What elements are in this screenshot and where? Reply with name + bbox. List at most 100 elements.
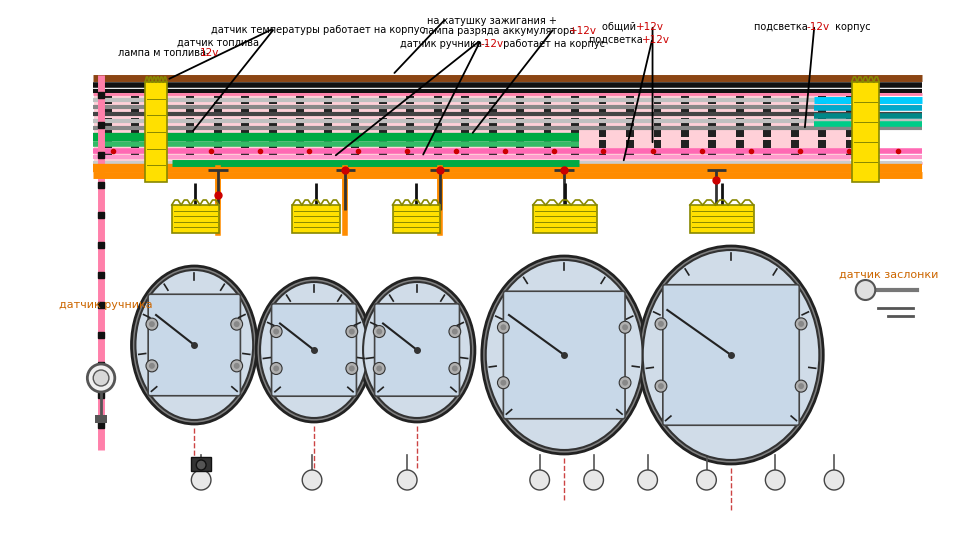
Bar [159, 118, 167, 126]
Circle shape [798, 383, 804, 389]
Circle shape [348, 328, 355, 335]
Bar [104, 118, 112, 126]
Bar [132, 129, 139, 137]
Circle shape [500, 325, 506, 330]
Bar [846, 151, 853, 159]
Text: датчик температуры работает на корпус: датчик температуры работает на корпус [211, 25, 425, 35]
Bar [104, 96, 112, 104]
Bar [599, 118, 607, 126]
Bar [297, 129, 304, 137]
Bar [489, 140, 496, 148]
Ellipse shape [359, 278, 475, 422]
Bar [94, 91, 850, 164]
Circle shape [149, 363, 155, 369]
Bar [654, 96, 661, 104]
Bar [846, 129, 853, 137]
Bar [690, 205, 754, 233]
Bar [351, 140, 359, 148]
Circle shape [149, 321, 155, 327]
Bar [461, 107, 469, 115]
Bar [269, 118, 276, 126]
Bar [818, 140, 827, 148]
Bar [543, 151, 551, 159]
Bar [461, 151, 469, 159]
Bar [186, 107, 194, 115]
Circle shape [274, 328, 279, 335]
Circle shape [191, 470, 211, 490]
Circle shape [233, 363, 240, 369]
Circle shape [697, 470, 716, 490]
Bar [297, 96, 304, 104]
Bar [269, 96, 276, 104]
Bar [351, 107, 359, 115]
Bar [324, 140, 331, 148]
Bar [145, 82, 167, 182]
Bar [186, 151, 194, 159]
Text: 12v: 12v [201, 48, 220, 58]
Bar [351, 96, 359, 104]
Bar [104, 107, 112, 115]
Bar [818, 118, 827, 126]
Ellipse shape [482, 256, 647, 454]
Bar [241, 96, 250, 104]
Bar [846, 107, 853, 115]
Bar [516, 129, 524, 137]
Text: -12v: -12v [806, 22, 829, 32]
Bar [681, 151, 689, 159]
Ellipse shape [642, 250, 819, 460]
Circle shape [855, 280, 876, 300]
Circle shape [452, 366, 458, 372]
Bar [708, 151, 716, 159]
Text: +12v: +12v [569, 26, 597, 36]
Circle shape [500, 380, 506, 386]
Circle shape [302, 470, 322, 490]
Bar [516, 107, 524, 115]
Circle shape [825, 470, 844, 490]
Bar [379, 107, 387, 115]
Bar [763, 118, 771, 126]
Circle shape [271, 362, 282, 374]
Bar [708, 140, 716, 148]
Bar [241, 107, 250, 115]
Bar [351, 151, 359, 159]
Bar [846, 118, 853, 126]
Text: на катушку зажигания +: на катушку зажигания + [427, 16, 557, 26]
Circle shape [348, 366, 355, 372]
Bar [324, 129, 331, 137]
Bar [654, 151, 661, 159]
Circle shape [87, 364, 115, 392]
Bar [241, 118, 250, 126]
Text: работает на корпус: работает на корпус [500, 39, 606, 49]
Bar [489, 107, 496, 115]
Ellipse shape [486, 260, 642, 450]
Bar [241, 129, 250, 137]
Bar [132, 96, 139, 104]
Circle shape [795, 380, 807, 392]
Bar [214, 118, 222, 126]
Circle shape [397, 470, 417, 490]
Bar [214, 129, 222, 137]
Circle shape [373, 326, 385, 338]
Text: лампа разряда аккумулятора: лампа разряда аккумулятора [422, 26, 578, 36]
Bar [159, 129, 167, 137]
Bar [241, 140, 250, 148]
Circle shape [376, 328, 382, 335]
Bar [214, 151, 222, 159]
Circle shape [230, 318, 243, 330]
Bar [461, 118, 469, 126]
Bar [599, 107, 607, 115]
Circle shape [530, 470, 549, 490]
Ellipse shape [363, 282, 471, 418]
Bar [186, 129, 194, 137]
Bar [763, 129, 771, 137]
Bar [297, 107, 304, 115]
Bar [818, 151, 827, 159]
Bar [132, 107, 139, 115]
Bar [269, 129, 276, 137]
Bar [324, 118, 331, 126]
Bar [132, 140, 139, 148]
Bar [543, 107, 551, 115]
Circle shape [233, 321, 240, 327]
Bar [543, 140, 551, 148]
Circle shape [658, 383, 664, 389]
